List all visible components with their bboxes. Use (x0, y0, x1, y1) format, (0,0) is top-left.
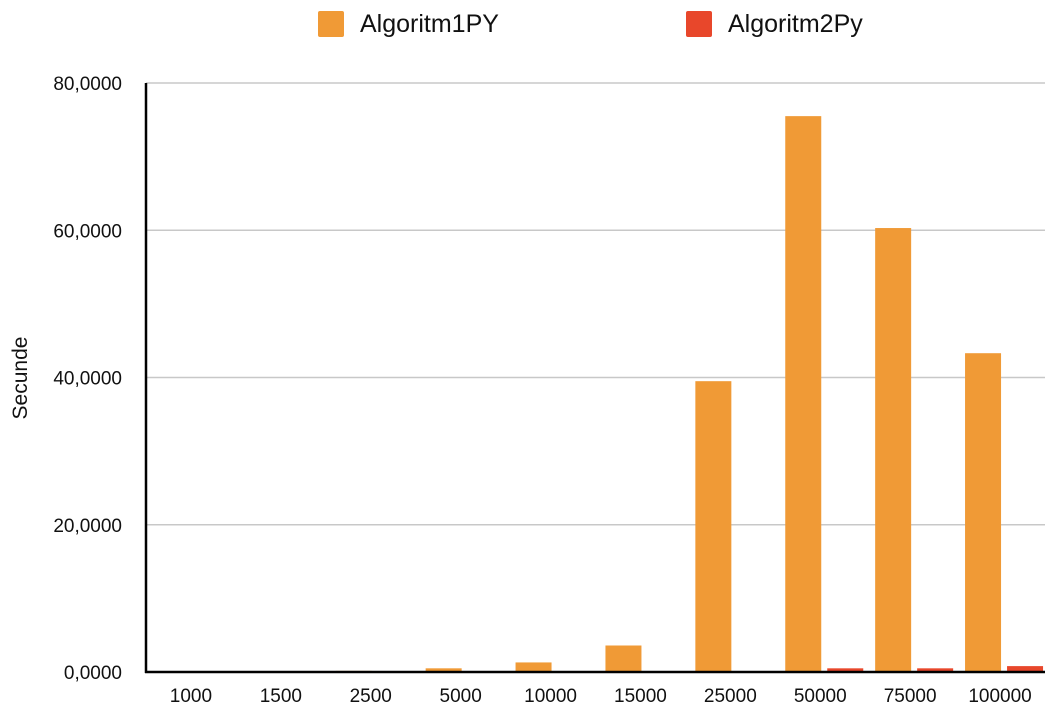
bar-series-1-75000 (875, 228, 912, 672)
bar-series-1-15000 (605, 645, 642, 672)
x-tick-label-15000: 15000 (614, 686, 667, 707)
x-tick-label-1000: 1000 (170, 686, 212, 707)
bar-series-2-50000 (827, 668, 864, 672)
x-tick-label-2500: 2500 (350, 686, 392, 707)
x-tick-label-1500: 1500 (260, 686, 302, 707)
y-tick-label-1: 20,0000 (53, 516, 122, 537)
legend-item-series-2: Algoritm2Py (686, 8, 863, 40)
bar-series-1-10000 (515, 662, 552, 672)
x-tick-label-5000: 5000 (440, 686, 482, 707)
bar-series-1-5000 (425, 668, 462, 672)
legend-swatch-series-1 (318, 11, 344, 37)
legend-swatch-series-2 (686, 11, 712, 37)
y-tick-label-0: 0,0000 (64, 663, 122, 684)
y-tick-label-4: 80,0000 (53, 74, 122, 95)
x-tick-label-50000: 50000 (794, 686, 847, 707)
x-tick-label-10000: 10000 (524, 686, 577, 707)
legend: Algoritm1PY Algoritm2Py (0, 0, 1058, 60)
x-tick-label-25000: 25000 (704, 686, 757, 707)
bar-series-1-50000 (785, 116, 822, 673)
y-tick-label-3: 60,0000 (53, 221, 122, 242)
legend-label-series-1: Algoritm1PY (360, 9, 499, 38)
bar-series-2-75000 (917, 668, 954, 672)
bar-series-1-100000 (965, 353, 1002, 672)
legend-label-series-2: Algoritm2Py (728, 9, 863, 38)
x-tick-label-100000: 100000 (968, 686, 1031, 707)
bar-series-1-25000 (695, 381, 732, 672)
y-axis-title: Secunde (9, 337, 32, 420)
x-tick-label-75000: 75000 (884, 686, 937, 707)
y-tick-label-2: 40,0000 (53, 369, 122, 390)
legend-item-series-1: Algoritm1PY (318, 8, 499, 40)
bar-series-2-100000 (1007, 666, 1044, 672)
